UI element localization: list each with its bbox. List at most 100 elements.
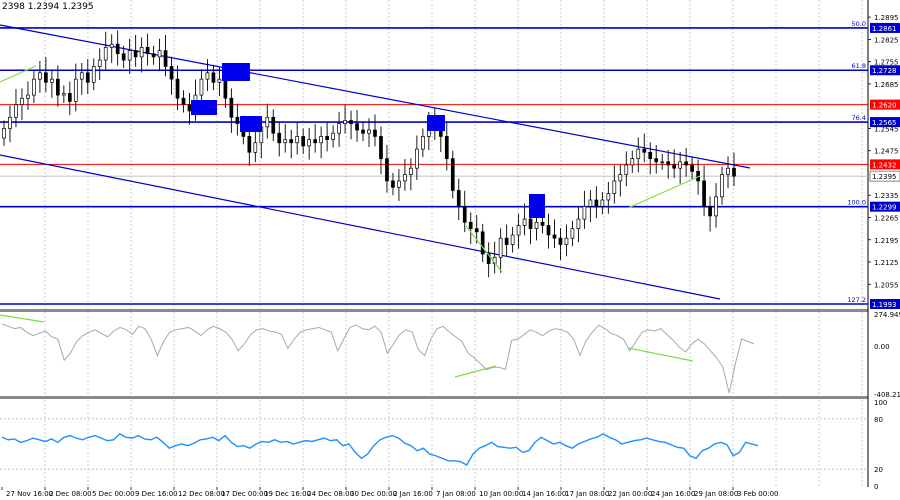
price-tick-label: 1.2265	[874, 214, 899, 222]
time-label: 30 Dec 00:00	[350, 490, 397, 498]
candle-body	[277, 132, 282, 144]
price-tag	[870, 65, 900, 76]
time-label: 27 Nov 16:00	[6, 490, 53, 498]
candle-body	[313, 139, 317, 144]
candle-body	[235, 116, 240, 125]
price-tag-label: 1.1993	[872, 301, 897, 309]
candle-body	[516, 225, 521, 236]
candle-body	[558, 237, 563, 245]
candle-body	[708, 206, 712, 217]
candle-body	[630, 158, 635, 166]
candle-body	[38, 72, 42, 80]
fib-label: 50.0	[852, 20, 866, 28]
upper-trend-line	[0, 24, 751, 169]
candle-body	[253, 142, 258, 153]
zone-box	[529, 194, 545, 218]
time-axis: 27 Nov 16:002 Dec 08:00 5 Dec 00:00 9 Dec …	[1, 487, 778, 498]
divergence-line	[627, 347, 694, 362]
candle-body	[690, 164, 694, 172]
time-label: 19 Dec 16:00	[264, 490, 311, 498]
price-tag-label: 1.2620	[872, 102, 897, 110]
candle-body	[187, 104, 192, 112]
rsi-pane: 100 80 20 0	[0, 399, 887, 491]
candle-body	[85, 72, 90, 83]
candle-body	[175, 78, 180, 99]
time-label: 7 Jan 08:00	[436, 490, 476, 498]
price-tick-label: 1.2755	[874, 59, 899, 67]
candle-body	[415, 148, 419, 169]
candle-body	[289, 139, 294, 144]
price-tag	[870, 117, 900, 128]
candle-body	[265, 116, 270, 128]
candle-body	[654, 158, 659, 163]
oscillator-axis-label: -408.211	[874, 391, 900, 399]
price-tick-label: 1.2055	[874, 281, 899, 289]
candle-body	[606, 193, 611, 201]
candle-body	[20, 97, 24, 105]
candle-body	[379, 136, 383, 160]
divergence-line	[0, 65, 37, 83]
candle-body	[121, 53, 126, 61]
candle-body	[385, 158, 389, 182]
zone-box	[222, 63, 250, 81]
candle-body	[618, 174, 623, 182]
candle-body	[462, 206, 467, 223]
candle-body	[672, 164, 677, 169]
candle-body	[576, 218, 581, 229]
candle-body	[409, 167, 413, 175]
candle-body	[528, 218, 533, 229]
candle-body	[73, 78, 78, 102]
price-tag-label: 1.2432	[872, 161, 897, 169]
horizontal-levels: 50.0 1.2861 61.8 1.2728 1.2620 76.4 1.2565 1.24…	[0, 20, 900, 309]
price-axis: 1.2895 1.2825 1.2755 1.2685 1.2545 1.2475 1.23…	[868, 14, 899, 289]
candle-body	[666, 161, 671, 166]
candle-body	[295, 136, 300, 144]
price-tag	[870, 201, 900, 212]
candle-body	[678, 161, 682, 169]
candle-body	[570, 228, 575, 239]
time-label: 9 Dec 16:00	[135, 490, 178, 498]
rsi-line	[1, 433, 759, 466]
fib-label: 76.4	[852, 114, 866, 122]
candle-body	[373, 129, 377, 137]
divergence-line	[627, 175, 701, 209]
candle-body	[600, 199, 605, 207]
candle-body	[26, 94, 30, 99]
candle-body	[217, 78, 222, 83]
candle-body	[14, 104, 18, 118]
candles	[2, 30, 736, 278]
candle-body	[456, 190, 461, 207]
price-tick-label: 1.2475	[874, 148, 899, 156]
candle-body	[510, 234, 515, 245]
candle-body	[355, 123, 359, 131]
candle-body	[732, 167, 736, 177]
time-label: 2 Jan 16:00	[393, 490, 433, 498]
candle-body	[684, 161, 688, 166]
candle-body	[97, 59, 102, 67]
price-tick-label: 1.2685	[874, 81, 899, 89]
price-tag	[870, 22, 900, 33]
oscillator-axis-label: 0.00	[874, 343, 890, 351]
candle-body	[211, 72, 216, 83]
candle-body	[91, 66, 96, 83]
candle-body	[612, 180, 617, 194]
candle-body	[720, 174, 724, 198]
candle-body	[127, 50, 132, 61]
candle-body	[480, 231, 485, 255]
price-tag-label: 1.2565	[872, 119, 897, 127]
time-label: 29 Jan 08:00	[694, 490, 738, 498]
candle-body	[32, 78, 36, 96]
candle-body	[361, 129, 365, 134]
candle-body	[247, 136, 252, 153]
current-price-label: 1.2395	[872, 173, 897, 181]
candle-body	[319, 136, 323, 144]
candle-body	[229, 97, 234, 118]
candle-body	[50, 78, 54, 83]
candle-body	[2, 128, 6, 139]
candle-body	[552, 234, 557, 239]
candle-body	[109, 43, 114, 48]
candle-body	[624, 164, 629, 175]
ohlc-readout: 2398 1.2394 1.2395	[2, 2, 94, 12]
candle-body	[283, 139, 288, 144]
